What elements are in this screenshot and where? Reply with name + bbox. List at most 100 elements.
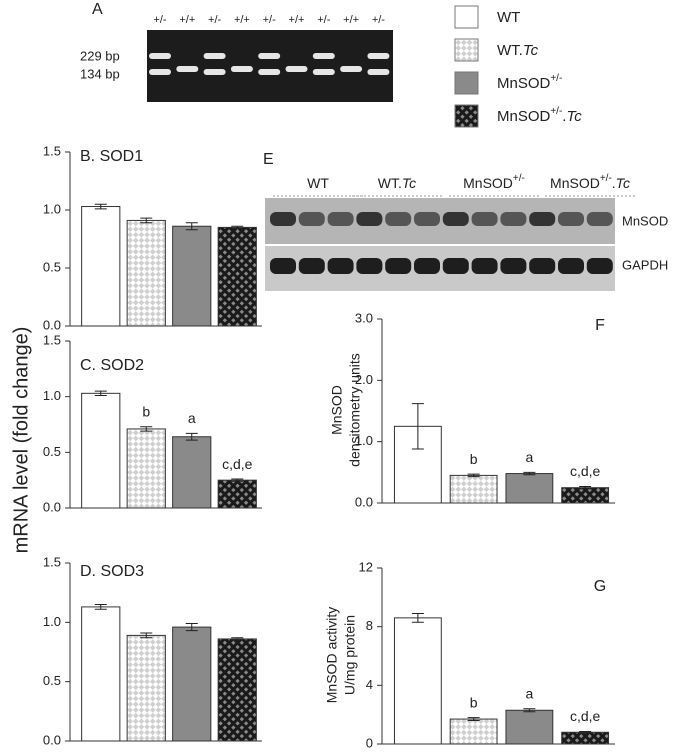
blot-band xyxy=(558,258,584,274)
blot-band xyxy=(586,258,613,274)
y-tick-label: 4 xyxy=(366,677,373,692)
bar xyxy=(217,638,257,742)
gel-band xyxy=(258,53,281,59)
bar xyxy=(126,634,166,742)
label-part: WT. xyxy=(497,42,523,59)
panel-label: E xyxy=(263,151,274,168)
label-part: . xyxy=(562,108,566,125)
y-tick-label: 2.0 xyxy=(355,372,373,387)
y-axis-label: densitometry units xyxy=(347,353,363,467)
y-axis-label: MnSOD xyxy=(329,385,345,435)
label-part: Tc xyxy=(616,175,630,191)
annotation: c,d,e xyxy=(222,456,253,472)
bar xyxy=(126,428,166,509)
lane-label: +/+ xyxy=(289,14,305,26)
y-tick-label: 0 xyxy=(366,735,373,750)
band-size: 134 bp xyxy=(80,66,120,81)
annotation: c,d,e xyxy=(570,708,601,724)
label-part: MnSOD xyxy=(463,175,513,191)
error-bar xyxy=(94,604,107,610)
error-bar xyxy=(579,731,592,734)
error-bar xyxy=(231,637,244,641)
blot-band xyxy=(529,212,556,226)
bar xyxy=(449,718,498,745)
annotation: b xyxy=(142,403,150,419)
blot-band xyxy=(500,258,527,274)
blot-band xyxy=(385,258,412,274)
annotation: a xyxy=(188,410,196,426)
label-part: Tc xyxy=(402,175,416,191)
annotation: a xyxy=(525,686,533,702)
error-bar xyxy=(231,225,244,230)
bar xyxy=(449,474,498,504)
y-tick-label: 0.5 xyxy=(43,444,61,459)
blot-row-label: MnSOD xyxy=(622,213,668,228)
y-tick-label: 8 xyxy=(366,618,373,633)
bar xyxy=(393,617,442,745)
y-tick-label: 1.0 xyxy=(355,433,373,448)
legend-label: MnSOD+/- xyxy=(497,73,562,92)
error-bar xyxy=(411,612,424,623)
blot-band xyxy=(471,258,498,274)
lane-label: +/+ xyxy=(343,14,359,26)
label-part: MnSOD xyxy=(497,75,551,92)
annotation: b xyxy=(470,451,478,467)
label-part: +/- xyxy=(550,73,562,84)
bar xyxy=(172,225,212,327)
legend-label: MnSOD+/-.Tc xyxy=(497,106,582,125)
error-bar xyxy=(467,473,480,478)
error-bar xyxy=(140,426,153,432)
y-tick-label: 1.5 xyxy=(43,554,61,569)
legend-label: WT.Tc xyxy=(497,42,539,59)
bar xyxy=(505,473,554,504)
bar xyxy=(126,219,166,327)
blot-band xyxy=(298,212,325,226)
y-tick-label: 0.5 xyxy=(43,673,61,688)
y-axis-label: mRNA level (fold change) xyxy=(10,327,32,554)
gel-band xyxy=(312,53,335,59)
blot-band xyxy=(529,258,556,274)
blot-band xyxy=(356,258,383,274)
blot-band xyxy=(558,212,584,226)
rich-label: WT xyxy=(307,175,329,191)
annotation: a xyxy=(525,449,533,465)
label-part: WT xyxy=(307,175,329,191)
y-axis-label: U/mg protein xyxy=(342,615,358,695)
chart-title: B. SOD1 xyxy=(80,148,143,165)
y-tick-label: 0.0 xyxy=(43,317,61,332)
blot-band xyxy=(356,212,383,226)
chart-title: D. SOD3 xyxy=(80,563,144,580)
label-part: MnSOD xyxy=(550,175,600,191)
gel-band xyxy=(230,66,253,72)
label-part: Tc xyxy=(523,42,539,59)
y-tick-label: 0.0 xyxy=(43,732,61,747)
label-part: . xyxy=(612,175,616,191)
error-bar xyxy=(140,217,153,224)
gel-band xyxy=(367,53,390,59)
gel-band xyxy=(149,69,171,75)
bar xyxy=(217,226,257,327)
blot-row-label: GAPDH xyxy=(622,257,668,272)
y-tick-label: 0.5 xyxy=(43,259,61,274)
y-tick-label: 3.0 xyxy=(355,310,373,325)
error-bar xyxy=(523,471,536,476)
label-part: WT xyxy=(497,9,520,26)
label-part: Tc xyxy=(566,108,582,125)
rich-label: MnSOD+/-.Tc xyxy=(550,173,630,191)
label-part: +/- xyxy=(513,173,525,184)
legend-swatch xyxy=(454,38,479,62)
chart-title: F xyxy=(595,317,605,334)
y-tick-label: 0.0 xyxy=(43,499,61,514)
lane-label: +/- xyxy=(317,14,330,26)
error-bar xyxy=(579,485,592,490)
error-bar xyxy=(231,478,244,482)
bar xyxy=(561,731,610,745)
error-bar xyxy=(94,390,107,397)
blot-band xyxy=(500,212,527,226)
label-part: MnSOD xyxy=(497,108,551,125)
error-bar xyxy=(140,632,153,639)
bar xyxy=(217,479,257,509)
blot-band xyxy=(270,212,296,226)
y-tick-label: 12 xyxy=(359,559,373,574)
